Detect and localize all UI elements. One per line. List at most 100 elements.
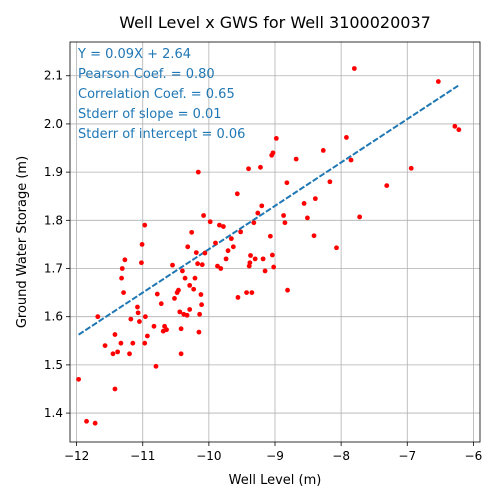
data-point (293, 156, 299, 162)
data-point (142, 314, 148, 320)
data-point (267, 233, 273, 239)
data-point (249, 290, 255, 296)
data-point (184, 312, 190, 318)
data-point (127, 351, 132, 357)
data-point (122, 257, 128, 263)
grid (70, 42, 480, 442)
data-point (110, 351, 116, 357)
data-point (191, 286, 197, 292)
x-tick-label: −11 (130, 449, 155, 463)
data-point (201, 213, 206, 218)
data-point (170, 262, 175, 268)
data-point (357, 214, 363, 220)
y-tick-label: 1.8 (44, 213, 63, 227)
data-point (195, 169, 201, 175)
y-tick-label: 2.1 (44, 69, 63, 83)
data-point (311, 233, 317, 239)
data-point (284, 180, 290, 186)
data-point (213, 240, 218, 246)
data-point (281, 213, 286, 218)
x-tick-label: −12 (64, 449, 89, 463)
data-point (215, 263, 220, 269)
data-point (384, 183, 390, 189)
data-point (180, 268, 185, 274)
data-point (196, 329, 202, 335)
data-point (408, 165, 414, 171)
data-point (178, 326, 184, 332)
data-point (270, 150, 276, 156)
y-axis-ticks: 1.4 1.5 1.6 1.7 1.8 1.9 2.0 2.1 (44, 69, 70, 420)
data-point (153, 363, 159, 369)
data-point (187, 282, 193, 288)
data-point (182, 275, 188, 281)
data-point (223, 256, 229, 262)
x-tick-label: −7 (398, 449, 416, 463)
data-point (192, 275, 198, 281)
data-point (344, 135, 349, 140)
data-point (456, 127, 462, 133)
data-point (271, 264, 277, 270)
data-point (197, 311, 203, 317)
annotation-equation: Y = 0.09X + 2.64 (77, 47, 191, 62)
data-point (217, 222, 222, 228)
data-point (151, 323, 157, 329)
data-point (158, 301, 164, 307)
data-point (259, 203, 265, 209)
data-point (252, 256, 258, 262)
data-point (235, 295, 241, 300)
data-point (305, 215, 310, 221)
data-point (199, 262, 205, 268)
data-point (176, 287, 181, 293)
data-point (102, 343, 108, 349)
data-point (84, 418, 89, 424)
data-point (193, 250, 199, 256)
y-tick-label: 1.5 (44, 358, 63, 372)
data-point (228, 236, 234, 242)
data-point (247, 260, 253, 266)
data-point (327, 179, 333, 185)
data-point (255, 210, 261, 216)
annotation-stderr-slope: Stderr of slope = 0.01 (78, 107, 222, 122)
data-point (130, 340, 136, 346)
data-point (248, 253, 253, 258)
data-point (238, 229, 244, 235)
data-point (246, 166, 251, 172)
data-point (269, 252, 275, 258)
x-tick-label: −9 (266, 449, 284, 463)
data-point (185, 244, 191, 250)
data-point (139, 242, 145, 247)
data-point (142, 222, 148, 228)
data-point (195, 261, 201, 267)
data-point (121, 290, 126, 296)
data-point (154, 291, 160, 297)
data-point (207, 219, 213, 225)
y-tick-label: 2.0 (44, 117, 63, 131)
regression-line (78, 84, 459, 336)
data-points (76, 66, 462, 426)
data-point (225, 248, 231, 254)
data-point (95, 314, 101, 320)
data-point (312, 196, 318, 202)
y-tick-label: 1.6 (44, 310, 63, 324)
annotation-correlation: Correlation Coef. = 0.65 (78, 87, 235, 102)
x-tick-label: −6 (465, 449, 483, 463)
regression-annotations: Y = 0.09X + 2.64 Pearson Coef. = 0.80 Co… (77, 47, 245, 142)
data-point (76, 376, 81, 382)
data-point (320, 148, 326, 153)
data-point (177, 309, 183, 315)
data-point (199, 302, 204, 308)
data-point (144, 333, 150, 339)
y-tick-label: 1.7 (44, 262, 63, 276)
x-tick-label: −8 (332, 449, 350, 463)
data-point (244, 290, 249, 296)
data-point (187, 307, 193, 312)
data-point (251, 220, 257, 226)
data-point (115, 349, 121, 355)
data-point (221, 224, 226, 229)
data-point (137, 319, 142, 324)
annotation-stderr-intercept: Stderr of intercept = 0.06 (78, 127, 245, 142)
regression-line-group (78, 84, 459, 336)
x-tick-label: −10 (196, 449, 221, 463)
data-point (164, 327, 169, 333)
